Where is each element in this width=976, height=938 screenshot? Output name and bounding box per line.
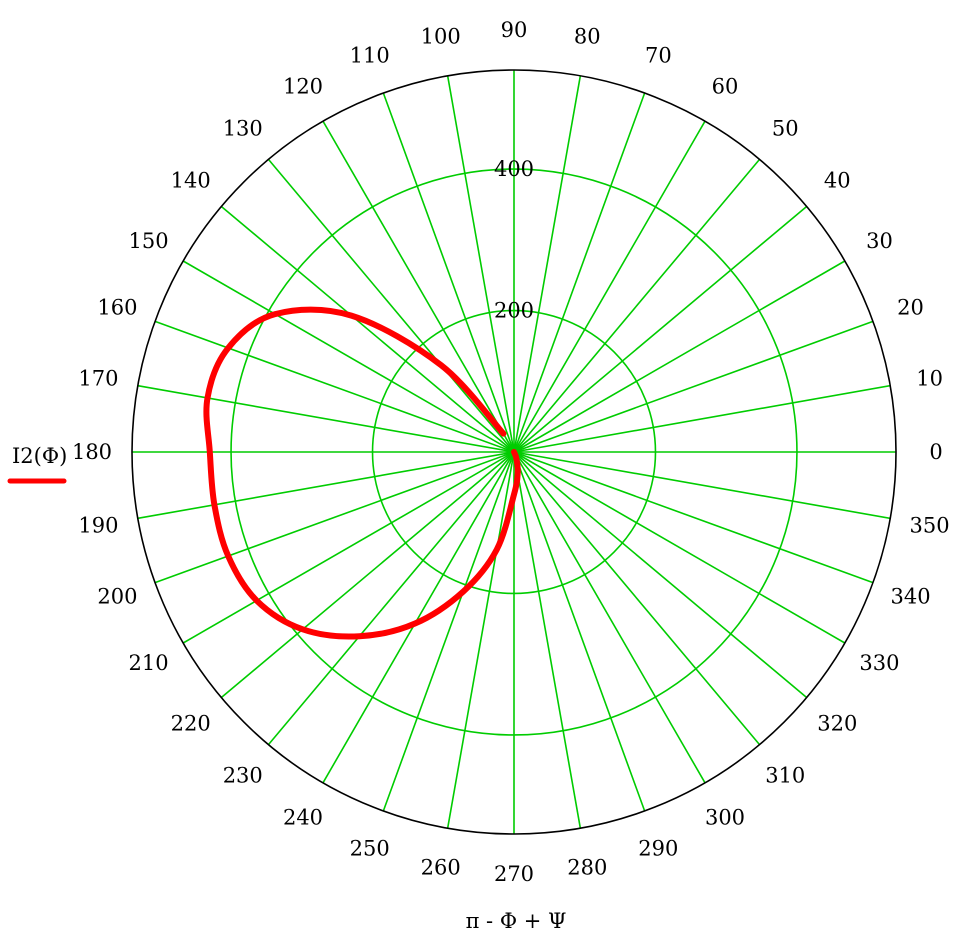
angle-tick-label-100: 100 — [421, 24, 461, 48]
angle-tick-label-210: 210 — [128, 651, 168, 675]
outer-boundary — [131, 69, 897, 835]
grid-spoke-340 — [513, 451, 874, 584]
angle-tick-label-300: 300 — [705, 805, 745, 829]
grid-spoke-170 — [137, 384, 515, 453]
grid-spoke-110 — [382, 92, 515, 453]
angle-tick-label-130: 130 — [223, 117, 263, 141]
grid-spoke-30 — [513, 260, 846, 453]
angle-tick-label-150: 150 — [128, 229, 168, 253]
angle-tick-label-180: 180 — [72, 440, 112, 464]
angle-tick-label-160: 160 — [97, 296, 137, 320]
grid-spoke-350 — [513, 451, 891, 520]
grid-spoke-230 — [267, 451, 515, 746]
angle-tick-label-140: 140 — [171, 169, 211, 193]
angle-tick-label-120: 120 — [283, 75, 323, 99]
grid-spoke-210 — [182, 451, 515, 644]
grid-spoke-200 — [154, 451, 515, 584]
angle-tick-label-270: 270 — [494, 862, 534, 886]
series-layer — [203, 306, 521, 640]
angle-tick-label-0: 0 — [929, 440, 942, 464]
grid-spoke-130 — [267, 158, 515, 453]
angle-tick-label-230: 230 — [223, 763, 263, 787]
x-axis-label: π - Φ + Ψ — [466, 909, 567, 933]
angle-tick-label-200: 200 — [97, 584, 137, 608]
radial-tick-labels: 200 400 — [494, 157, 534, 322]
grid-spoke-140 — [220, 205, 515, 453]
grid-ring-200 — [371, 309, 657, 595]
grid-spoke-240 — [322, 451, 515, 784]
angle-tick-labels: 0 10 20 30 40 50 60 70 80 90 100 110 120 130 140 150 160… — [72, 18, 950, 886]
grid-spoke-150 — [182, 260, 515, 453]
legend-label: I2(Φ) — [12, 444, 67, 468]
angle-tick-label-40: 40 — [824, 169, 851, 193]
grid-spoke-290 — [513, 451, 646, 812]
angle-tick-label-60: 60 — [712, 75, 739, 99]
grid-spoke-120 — [322, 120, 515, 453]
grid-spoke-220 — [220, 451, 515, 699]
angle-tick-label-190: 190 — [78, 513, 118, 537]
angle-tick-label-110: 110 — [350, 43, 390, 67]
angle-tick-label-220: 220 — [171, 711, 211, 735]
grid-spoke-330 — [513, 451, 846, 644]
angle-tick-label-90: 90 — [501, 18, 528, 42]
grid-spoke-80 — [513, 75, 582, 453]
grid-spoke-50 — [513, 158, 761, 453]
radial-tick-label-200: 200 — [494, 299, 534, 323]
angle-tick-label-310: 310 — [765, 763, 805, 787]
grid-spoke-100 — [446, 75, 515, 453]
angle-tick-label-50: 50 — [772, 117, 799, 141]
polar-grid — [131, 69, 897, 835]
grid-spoke-190 — [137, 451, 515, 520]
angle-tick-label-250: 250 — [350, 837, 390, 861]
angle-tick-label-330: 330 — [859, 651, 899, 675]
radial-tick-label-400: 400 — [494, 157, 534, 181]
grid-spoke-300 — [513, 451, 706, 784]
angle-tick-label-320: 320 — [817, 711, 857, 735]
grid-spoke-70 — [513, 92, 646, 453]
grid-spoke-310 — [513, 451, 761, 746]
grid-spoke-320 — [513, 451, 808, 699]
grid-spoke-10 — [513, 384, 891, 453]
angle-tick-label-290: 290 — [638, 837, 678, 861]
grid-spoke-20 — [513, 320, 874, 453]
legend: I2(Φ) — [7, 444, 67, 484]
angle-tick-label-340: 340 — [891, 584, 931, 608]
grid-spoke-60 — [513, 120, 706, 453]
grid-ring-400 — [230, 168, 798, 736]
grid-spoke-160 — [154, 320, 515, 453]
series-line-0 — [203, 306, 521, 640]
angle-tick-label-80: 80 — [574, 24, 601, 48]
grid-spoke-40 — [513, 205, 808, 453]
angle-tick-label-350: 350 — [910, 513, 950, 537]
angle-tick-label-20: 20 — [897, 296, 924, 320]
angle-tick-label-260: 260 — [421, 856, 461, 880]
angle-tick-label-240: 240 — [283, 805, 323, 829]
angle-tick-label-170: 170 — [78, 367, 118, 391]
angle-tick-label-280: 280 — [567, 856, 607, 880]
grid-spoke-260 — [446, 451, 515, 829]
grid-spoke-250 — [382, 451, 515, 812]
grid-spoke-280 — [513, 451, 582, 829]
angle-tick-label-30: 30 — [866, 229, 893, 253]
angle-tick-label-10: 10 — [916, 367, 943, 391]
angle-tick-label-70: 70 — [645, 43, 672, 67]
